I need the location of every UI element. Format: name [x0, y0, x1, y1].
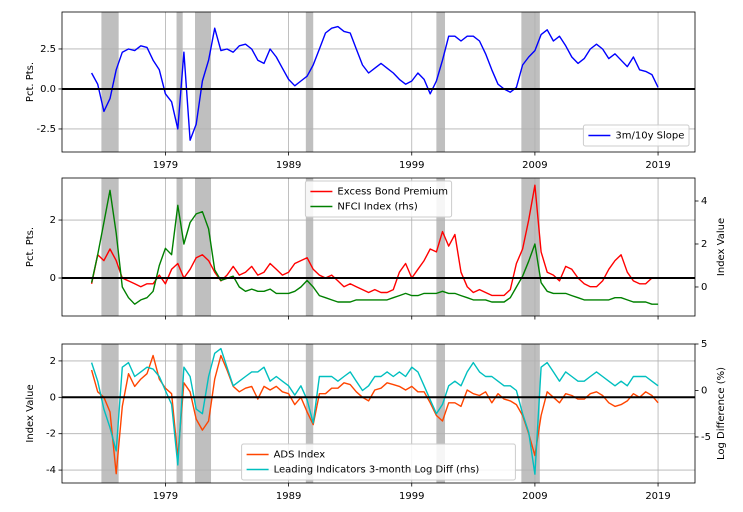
- y2-axis-label: Log Difference (%): [716, 367, 727, 460]
- recession-band: [436, 178, 446, 316]
- legend: 3m/10y Slope: [582, 124, 690, 147]
- recession-band: [436, 344, 446, 483]
- plot-frame: [61, 11, 696, 153]
- legend-label: NFCI Index (rhs): [337, 202, 417, 213]
- x-tick-label: 1979: [153, 491, 178, 502]
- legend-box: [582, 124, 690, 147]
- y-tick-label: 2: [50, 215, 56, 226]
- recession-band: [195, 12, 212, 152]
- legend-label: Excess Bond Premium: [337, 187, 448, 198]
- recession-band: [101, 12, 119, 152]
- recession-band: [176, 344, 183, 483]
- legend: Excess Bond Premium NFCI Index (rhs): [304, 180, 453, 218]
- y-tick-label: 0: [50, 273, 56, 284]
- recession-band: [195, 178, 212, 316]
- y2-tick-label: 5: [701, 339, 707, 350]
- series-line: [90, 347, 659, 475]
- recession-band: [305, 12, 314, 152]
- y-tick-label: 2.5: [40, 44, 56, 55]
- legend-box: [304, 180, 453, 218]
- series-line: [90, 25, 659, 141]
- legend-label: Leading Indicators 3-month Log Diff (rhs…: [274, 465, 480, 476]
- recession-band: [305, 178, 314, 316]
- y-axis-label: Index Value: [25, 384, 36, 442]
- x-tick-label: 2019: [645, 160, 670, 171]
- y2-tick-label: -5: [701, 432, 711, 443]
- x-tick-label: 1989: [276, 491, 301, 502]
- plot-frame: [61, 177, 696, 317]
- x-tick-label: 1989: [276, 160, 301, 171]
- legend: ADS Index Leading Indicators 3-month Log …: [241, 443, 516, 481]
- x-tick-label: 1999: [399, 491, 424, 502]
- y-tick-label: -2: [46, 429, 56, 440]
- plot-frame: [61, 343, 696, 484]
- x-tick-label: 2019: [645, 491, 670, 502]
- y-tick-label: 2: [50, 356, 56, 367]
- recession-band: [436, 12, 446, 152]
- recession-band: [176, 12, 183, 152]
- x-tick-label: 2009: [522, 491, 547, 502]
- recession-band: [521, 178, 540, 316]
- y-axis-label: Pct. Pts.: [25, 227, 36, 267]
- recession-band: [521, 344, 540, 483]
- y-axis-label: Pct. Pts.: [25, 62, 36, 102]
- recession-band: [101, 178, 119, 316]
- y2-tick-label: 2: [701, 239, 707, 250]
- y-tick-label: 0: [50, 392, 56, 403]
- y-tick-label: -4: [46, 465, 56, 476]
- y2-tick-label: 0: [701, 282, 707, 293]
- legend-box: [241, 443, 516, 481]
- series-line: [90, 189, 659, 305]
- y-tick-label: -2.5: [36, 124, 56, 135]
- recession-band: [521, 12, 540, 152]
- y2-axis-label: Index Value: [716, 218, 727, 276]
- x-tick-label: 1999: [399, 160, 424, 171]
- series-line: [90, 184, 659, 297]
- legend-label: 3m/10y Slope: [615, 131, 684, 142]
- y2-tick-label: 0: [701, 385, 707, 396]
- y2-tick-label: 4: [701, 196, 707, 207]
- recession-band: [176, 178, 183, 316]
- recession-band: [305, 344, 314, 483]
- x-tick-label: 1979: [153, 160, 178, 171]
- y-tick-label: 0.0: [40, 84, 56, 95]
- x-tick-label: 2009: [522, 160, 547, 171]
- legend-label: ADS Index: [274, 450, 326, 461]
